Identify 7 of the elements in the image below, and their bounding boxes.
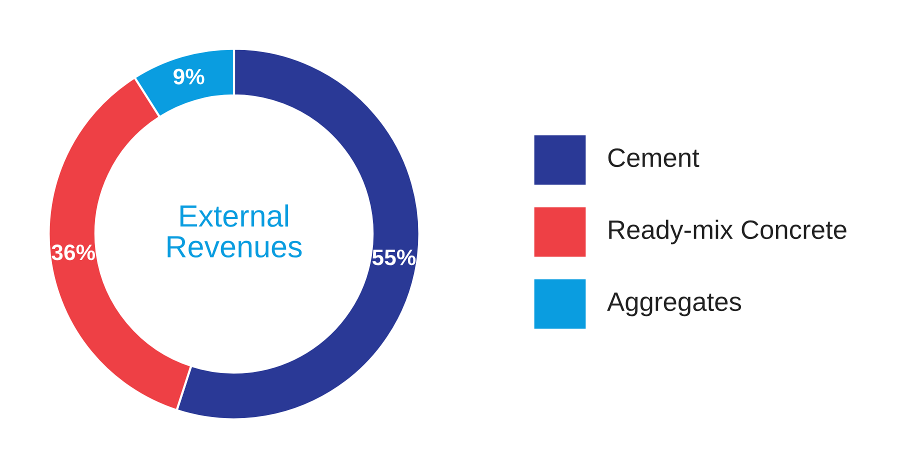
data-label: 9% [174,68,204,84]
legend-label: Cement [608,148,700,168]
legend-label: Ready-mix Concrete [609,220,846,244]
legend-label: Aggregates [607,292,742,316]
data-label: 55% [372,250,416,266]
data-label: 36% [52,244,95,260]
text: External Revenues [168,204,302,258]
